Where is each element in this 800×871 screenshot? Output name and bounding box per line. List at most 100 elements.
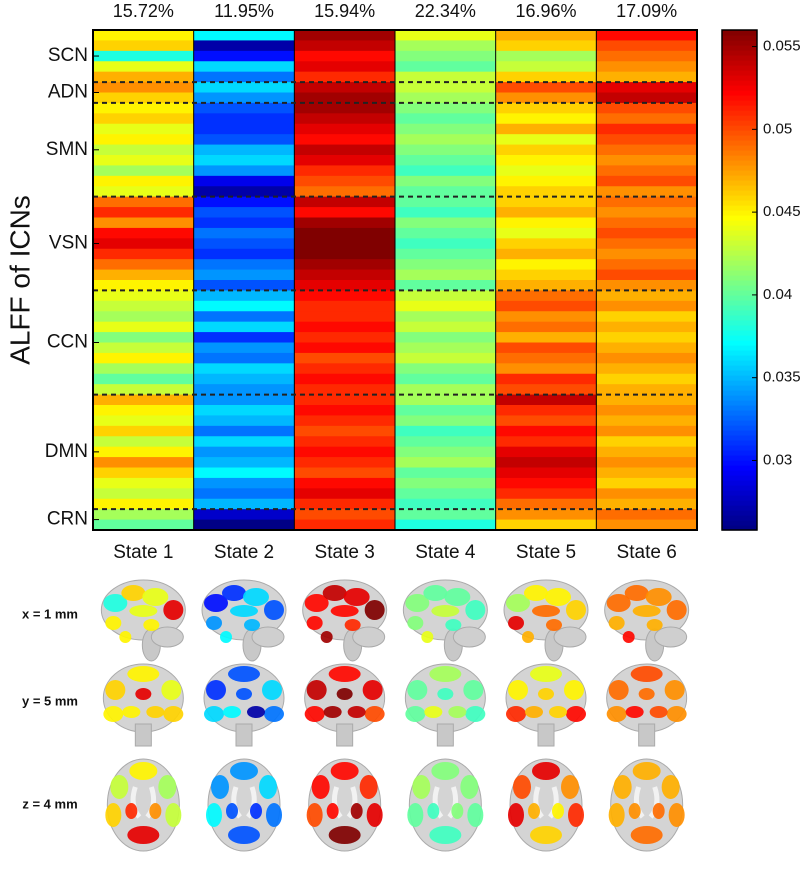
colorbar-segment: [722, 135, 757, 141]
heatmap-cell: [596, 405, 698, 416]
heatmap-cell: [294, 457, 396, 468]
heatmap-cell: [495, 123, 597, 135]
heatmap-cell: [93, 144, 195, 156]
brain-blob: [223, 706, 241, 718]
row-group-label: SCN: [48, 45, 88, 66]
colorbar-segment: [722, 185, 757, 191]
brain-blob: [421, 631, 434, 643]
brain-blob: [306, 616, 323, 630]
colorbar-segment: [722, 100, 757, 106]
heatmap-cell: [495, 519, 597, 531]
heatmap-cell: [495, 446, 597, 458]
brain-blob: [222, 585, 246, 601]
row-group-label: SMN: [46, 139, 88, 160]
heatmap-cell: [294, 300, 396, 312]
heatmap-cell: [495, 290, 597, 302]
heatmap-cell: [395, 134, 497, 146]
heatmap-cell: [294, 71, 396, 83]
brain-blob: [311, 775, 330, 799]
heatmap-cell: [93, 415, 195, 427]
brain-blob: [236, 688, 252, 700]
heatmap-cell: [193, 123, 295, 135]
cerebellum: [654, 626, 688, 648]
heatmap-cell: [294, 384, 396, 396]
colorbar-segment: [722, 125, 757, 131]
brain-blob: [228, 666, 260, 682]
heatmap-cell: [596, 165, 698, 177]
view-label: z = 4 mm: [22, 796, 77, 811]
heatmap-cell: [596, 175, 698, 187]
heatmap-cell: [193, 134, 295, 146]
brain-blob: [344, 619, 361, 631]
colorbar-segment: [722, 525, 757, 531]
heatmap-cell: [395, 446, 497, 458]
heatmap-cell: [495, 311, 597, 323]
colorbar-segment: [722, 320, 757, 326]
colorbar-segment: [722, 270, 757, 276]
colorbar-segment: [722, 345, 757, 351]
colorbar-segment: [722, 90, 757, 96]
heatmap-cell: [93, 113, 195, 125]
colorbar-tick-label: 0.03: [763, 451, 792, 468]
brain-blob: [566, 706, 586, 722]
colorbar-segment: [722, 180, 757, 186]
colorbar-segment: [722, 275, 757, 281]
heatmap-cell: [93, 488, 195, 500]
colorbar-segment: [722, 265, 757, 271]
brain-blob: [467, 803, 484, 827]
occupancy-label: 17.09%: [616, 1, 677, 21]
colorbar-segment: [722, 130, 757, 136]
colorbar-segment: [722, 410, 757, 416]
brain-blob: [666, 600, 687, 620]
brain-blob: [105, 616, 122, 630]
colorbar-segment: [722, 465, 757, 471]
brain-blob: [530, 666, 562, 682]
brain-blob: [306, 680, 327, 700]
brain-stem: [537, 723, 555, 747]
heatmap-cell: [596, 238, 698, 250]
heatmap-cell: [596, 207, 698, 218]
heatmap-cell: [93, 186, 195, 198]
brain-blob: [330, 762, 359, 780]
colorbar-segment: [722, 155, 757, 161]
brain-blob: [149, 803, 162, 819]
heatmap-cell: [193, 290, 295, 302]
row-group-label: CRN: [47, 509, 88, 530]
brain-blob: [628, 803, 641, 819]
cerebellum: [352, 626, 386, 648]
colorbar-segment: [722, 390, 757, 396]
heatmap-cell: [193, 30, 295, 41]
heatmap-cell: [495, 102, 597, 114]
heatmap-cell: [294, 248, 396, 260]
heatmap-cell: [193, 373, 295, 385]
brain-blob: [322, 585, 347, 601]
brain-blob: [661, 775, 680, 799]
heatmap-cell: [193, 186, 295, 198]
heatmap-cell: [395, 196, 497, 208]
heatmap-cell: [294, 40, 396, 52]
brain-blob: [266, 803, 282, 827]
heatmap-cell: [596, 50, 698, 62]
heatmap-cell: [294, 165, 396, 177]
heatmap-cell: [495, 363, 597, 375]
brain-blob: [508, 803, 524, 827]
brain-blob: [568, 803, 584, 827]
brain-blob: [625, 706, 644, 718]
heatmap-cell: [193, 165, 295, 177]
heatmap-cell: [395, 144, 497, 156]
brain-blob: [328, 666, 361, 682]
brain-blob: [431, 605, 460, 617]
colorbar-segment: [722, 490, 757, 496]
heatmap-cell: [93, 425, 195, 437]
heatmap-cell: [395, 405, 497, 416]
heatmap-cell: [93, 457, 195, 468]
heatmap-cell: [294, 425, 396, 437]
heatmap-cell: [294, 405, 396, 416]
heatmap-cell: [596, 196, 698, 208]
heatmap-cell: [294, 61, 396, 73]
cerebellum: [553, 626, 587, 648]
colorbar-segment: [722, 55, 757, 61]
heatmap-cell: [395, 186, 497, 198]
view-label: x = 1 mm: [22, 606, 78, 621]
brain-stem: [235, 723, 253, 747]
